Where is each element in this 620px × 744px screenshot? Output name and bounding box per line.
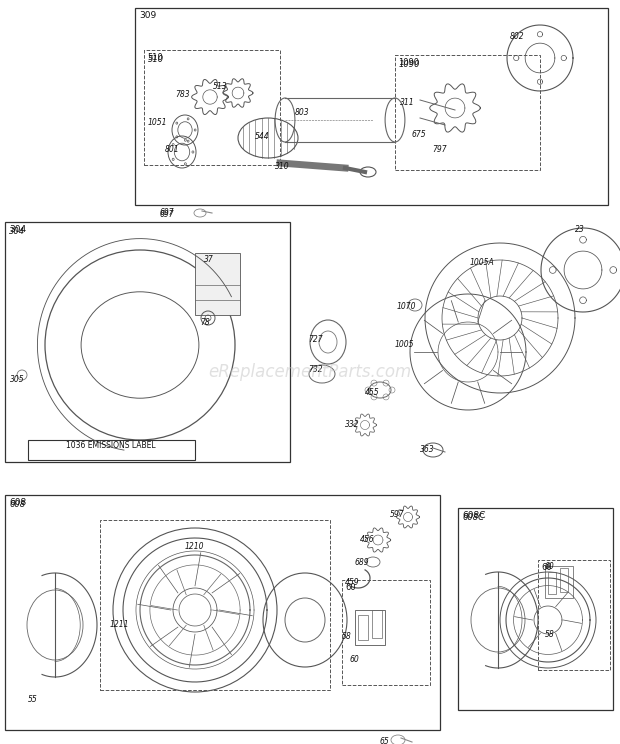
Text: 801: 801 <box>165 145 180 154</box>
Bar <box>560 568 568 592</box>
Text: 37: 37 <box>204 255 214 264</box>
Text: 60: 60 <box>350 655 360 664</box>
Text: 78: 78 <box>200 318 210 327</box>
Text: 55: 55 <box>28 695 38 704</box>
Text: 1090: 1090 <box>398 58 419 67</box>
Text: 1051: 1051 <box>148 118 167 127</box>
Bar <box>5 495 440 730</box>
Text: 510: 510 <box>147 53 162 62</box>
Text: 697: 697 <box>160 210 175 219</box>
Text: 783: 783 <box>175 90 190 99</box>
Text: 65: 65 <box>380 737 390 744</box>
Text: 456: 456 <box>360 535 374 544</box>
Text: 689: 689 <box>355 558 370 567</box>
Bar <box>372 610 382 638</box>
Text: 802: 802 <box>510 32 525 41</box>
Text: 60: 60 <box>541 563 552 572</box>
Text: 23: 23 <box>575 225 585 234</box>
Text: 310: 310 <box>275 162 290 171</box>
Text: 727: 727 <box>308 335 322 344</box>
Text: eReplacementParts.com: eReplacementParts.com <box>208 363 412 381</box>
Text: 332: 332 <box>345 420 360 429</box>
Text: 363: 363 <box>420 445 435 454</box>
Bar <box>195 253 240 315</box>
Bar <box>358 615 368 640</box>
Bar <box>458 508 613 710</box>
Text: 513: 513 <box>213 82 228 91</box>
Text: 544: 544 <box>255 132 270 141</box>
Text: 797: 797 <box>432 145 446 154</box>
Text: 311: 311 <box>400 98 415 107</box>
Text: 608: 608 <box>9 500 25 509</box>
Text: 60: 60 <box>345 583 356 592</box>
Text: 459: 459 <box>345 578 360 587</box>
Text: 58: 58 <box>545 630 555 639</box>
Text: 608C: 608C <box>462 511 485 520</box>
Text: 597: 597 <box>390 510 405 519</box>
Bar <box>28 440 195 460</box>
Bar <box>395 55 540 170</box>
Text: 305: 305 <box>10 375 25 384</box>
Text: 510: 510 <box>148 55 164 64</box>
Bar <box>135 8 608 205</box>
Bar <box>538 560 610 670</box>
Text: 608C: 608C <box>462 513 484 522</box>
Text: 455: 455 <box>365 388 379 397</box>
Text: 1090: 1090 <box>399 60 420 69</box>
Text: 304: 304 <box>9 225 26 234</box>
Bar <box>100 520 330 690</box>
Text: 1005A: 1005A <box>470 258 495 267</box>
Text: 1070: 1070 <box>397 302 417 311</box>
Text: 309: 309 <box>139 11 156 20</box>
Bar <box>548 572 556 594</box>
Text: 732: 732 <box>308 365 322 374</box>
Text: 58: 58 <box>342 632 352 641</box>
Text: 608: 608 <box>9 498 26 507</box>
Bar <box>342 580 430 685</box>
Text: 1005: 1005 <box>395 340 415 349</box>
Text: 697: 697 <box>160 208 175 217</box>
Text: 304: 304 <box>9 227 25 236</box>
Bar <box>355 610 385 645</box>
Bar <box>545 566 573 598</box>
Text: 1211: 1211 <box>110 620 130 629</box>
Bar <box>5 222 290 462</box>
Text: 1036 EMISSIONS LABEL: 1036 EMISSIONS LABEL <box>66 441 156 450</box>
Text: 60: 60 <box>545 562 555 571</box>
Text: 1210: 1210 <box>185 542 205 551</box>
Text: 675: 675 <box>412 130 427 139</box>
Text: 803: 803 <box>295 108 309 117</box>
Bar <box>144 50 280 165</box>
